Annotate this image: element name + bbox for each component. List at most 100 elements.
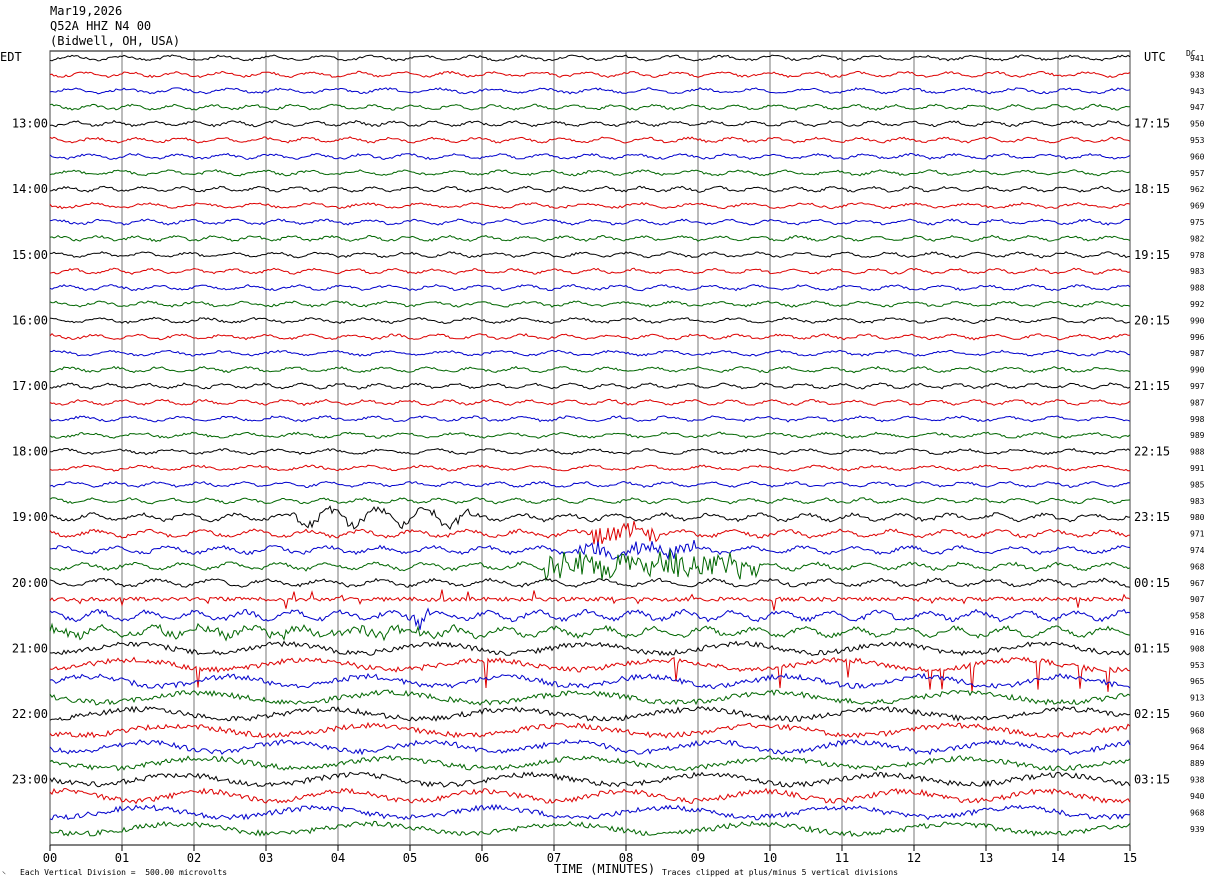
- left-hour-label: 21:00: [12, 641, 48, 655]
- dc-offset-label: 907: [1190, 595, 1205, 604]
- x-tick-label: 01: [115, 851, 129, 865]
- dc-offset-label: 913: [1190, 694, 1205, 703]
- seismic-trace: [49, 119, 1131, 128]
- right-hour-label: 20:15: [1134, 313, 1170, 327]
- seismic-trace: [49, 672, 1131, 690]
- seismic-trace: [49, 689, 1131, 706]
- seismic-trace: [49, 640, 1131, 657]
- seismic-trace: [49, 520, 1131, 546]
- dc-offset-label: 916: [1190, 628, 1205, 637]
- dc-offset-label: 941: [1190, 54, 1205, 63]
- dc-offset-label: 985: [1190, 480, 1205, 489]
- left-hour-label: 15:00: [12, 248, 48, 262]
- seismic-trace: [49, 136, 1131, 144]
- dc-offset-label: 988: [1190, 284, 1205, 293]
- seismic-trace: [49, 415, 1131, 423]
- dc-offset-label: 938: [1190, 70, 1205, 79]
- seismic-trace: [49, 539, 1131, 561]
- seismic-trace: [49, 738, 1131, 756]
- dc-offset-label: 953: [1190, 661, 1205, 670]
- seismic-trace: [49, 464, 1131, 472]
- seismic-trace: [49, 549, 1131, 582]
- x-tick-label: 09: [691, 851, 705, 865]
- dc-offset-label: 992: [1190, 300, 1205, 309]
- seismic-trace: [49, 382, 1131, 390]
- left-timezone-label: EDT: [0, 50, 22, 64]
- seismic-trace: [49, 803, 1131, 821]
- dc-offset-label: 996: [1190, 333, 1205, 342]
- header-location: (Bidwell, OH, USA): [50, 34, 181, 48]
- dc-offset-label: 939: [1190, 825, 1205, 834]
- seismic-trace: [49, 103, 1130, 111]
- right-hour-label: 17:15: [1134, 117, 1170, 131]
- seismic-trace: [49, 332, 1131, 341]
- seismic-trace: [49, 497, 1131, 505]
- dc-offset-label: 990: [1190, 316, 1205, 325]
- dc-offset-label: 968: [1190, 562, 1205, 571]
- seismic-trace: [49, 234, 1131, 243]
- dc-offset-label: 990: [1190, 366, 1205, 375]
- left-hour-label: 22:00: [12, 707, 48, 721]
- dc-offset-label: 971: [1190, 530, 1205, 539]
- right-hour-label: 23:15: [1134, 510, 1170, 524]
- x-tick-label: 13: [979, 851, 993, 865]
- x-tick-label: 14: [1051, 851, 1065, 865]
- clip-note: Traces clipped at plus/minus 5 vertical …: [662, 868, 899, 877]
- header-date: Mar19,2026: [50, 4, 123, 18]
- seismic-trace: [49, 218, 1131, 226]
- dc-offset-label: 997: [1190, 382, 1205, 391]
- dc-offset-label: 980: [1190, 513, 1205, 522]
- x-axis-title: TIME (MINUTES): [554, 862, 656, 876]
- x-tick-label: 08: [619, 851, 633, 865]
- left-hour-label: 13:00: [12, 117, 48, 131]
- seismic-trace: [49, 480, 1131, 489]
- seismic-trace: [49, 185, 1131, 193]
- right-hour-label: 18:15: [1134, 182, 1170, 196]
- seismic-trace: [49, 431, 1131, 439]
- seismic-trace: [49, 201, 1131, 210]
- seismic-trace: [49, 705, 1131, 723]
- dc-offset-label: 960: [1190, 152, 1205, 161]
- x-tick-label: 00: [43, 851, 57, 865]
- seismic-trace: [50, 251, 1131, 259]
- seismic-trace: [49, 505, 1130, 531]
- x-tick-label: 10: [763, 851, 777, 865]
- dc-offset-label: 987: [1190, 398, 1205, 407]
- left-hour-label: 16:00: [12, 313, 48, 327]
- seismic-trace: [49, 316, 1131, 325]
- seismic-trace: [49, 87, 1131, 95]
- left-hour-label: 23:00: [12, 773, 48, 787]
- dc-offset-label: 983: [1190, 497, 1205, 506]
- dc-offset-label: 908: [1190, 644, 1205, 653]
- seismic-trace: [49, 607, 1131, 630]
- dc-offset-label: 943: [1190, 87, 1205, 96]
- dc-offset-label: 991: [1190, 464, 1205, 473]
- dc-offset-label: 958: [1190, 612, 1205, 621]
- dc-offset-label: 940: [1190, 792, 1205, 801]
- x-tick-label: 02: [187, 851, 201, 865]
- seismic-trace: [49, 771, 1131, 788]
- right-timezone-label: UTC: [1144, 50, 1166, 64]
- footer-mark: ⸌: [2, 870, 6, 879]
- x-tick-label: 07: [547, 851, 561, 865]
- seismic-trace: [49, 622, 1131, 642]
- seismic-trace: [49, 267, 1131, 275]
- dc-offset-label: 964: [1190, 743, 1205, 752]
- seismic-trace: [49, 152, 1131, 161]
- left-hour-label: 18:00: [12, 445, 48, 459]
- left-hour-label: 19:00: [12, 510, 48, 524]
- dc-offset-label: 957: [1190, 169, 1205, 178]
- seismic-trace: [49, 787, 1131, 805]
- seismic-trace: [49, 70, 1131, 79]
- seismic-trace: [49, 349, 1131, 357]
- dc-label: DC: [1186, 49, 1196, 58]
- seismic-trace: [49, 577, 1131, 588]
- x-tick-label: 04: [331, 851, 345, 865]
- dc-offset-label: 889: [1190, 759, 1205, 768]
- right-hour-label: 19:15: [1134, 248, 1170, 262]
- seismic-trace: [49, 365, 1131, 374]
- seismic-trace: [49, 820, 1131, 838]
- dc-offset-label: 967: [1190, 579, 1205, 588]
- dc-offset-label: 988: [1190, 448, 1205, 457]
